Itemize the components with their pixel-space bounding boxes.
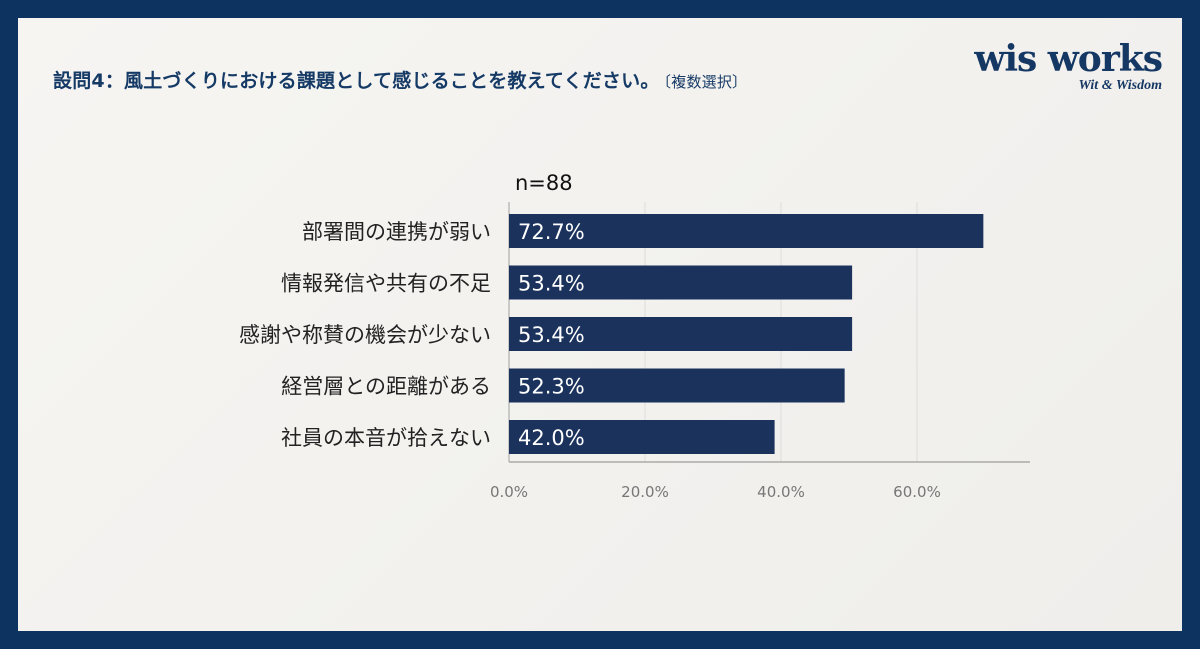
- x-tick-label: 0.0%: [490, 483, 528, 501]
- x-tick-label: 60.0%: [893, 483, 941, 501]
- sample-size-label: n=88: [515, 171, 573, 195]
- logo: wis works Wit & Wisdom: [944, 38, 1163, 94]
- question-title: 設問4：風土づくりにおける課題として感じることを教えてください。 〔複数選択〕: [53, 66, 747, 93]
- category-label: 部署間の連携が弱い: [302, 220, 491, 244]
- logo-main: wis works: [974, 38, 1163, 80]
- data-label: 42.0%: [518, 426, 585, 450]
- category-label: 感謝や称賛の機会が少ない: [239, 323, 491, 347]
- data-label: 72.7%: [518, 220, 585, 244]
- bar: [509, 214, 984, 248]
- bar: [509, 420, 775, 454]
- bar: [509, 317, 853, 351]
- category-label: 情報発信や共有の不足: [281, 272, 491, 296]
- title-text: 設問4：風土づくりにおける課題として感じることを教えてください。: [53, 70, 660, 92]
- x-tick-label: 40.0%: [757, 483, 805, 501]
- category-label: 社員の本音が拾えない: [281, 426, 491, 450]
- data-label: 53.4%: [518, 272, 585, 296]
- data-label: 53.4%: [518, 323, 585, 347]
- data-label: 52.3%: [518, 375, 585, 399]
- title-note: 〔複数選択〕: [663, 73, 748, 91]
- x-tick-label: 20.0%: [621, 483, 669, 501]
- logo-sub: Wit & Wisdom: [1078, 78, 1162, 93]
- bar: [509, 368, 845, 403]
- bar: [509, 265, 853, 300]
- category-label: 経営層との距離がある: [281, 375, 491, 399]
